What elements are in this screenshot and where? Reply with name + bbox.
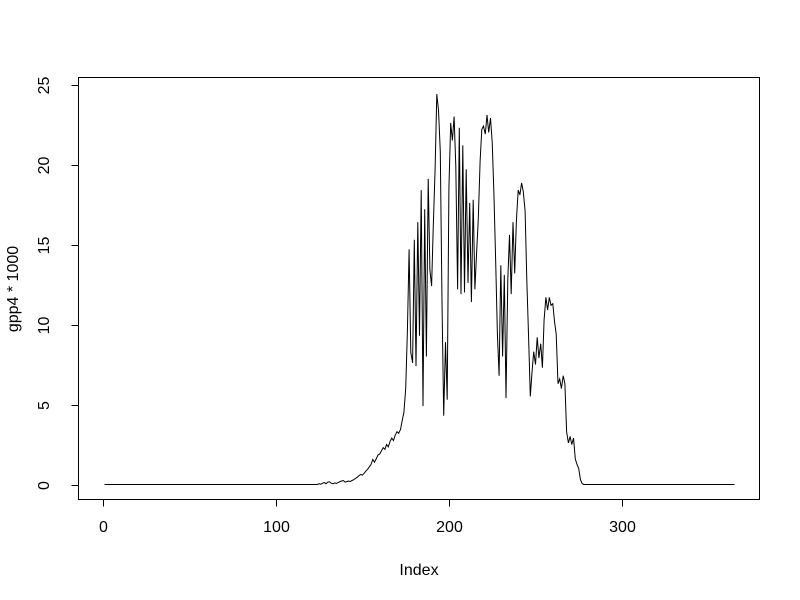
y-tick-label: 25 — [36, 77, 53, 95]
data-line — [104, 94, 735, 485]
x-axis-title: Index — [399, 562, 438, 579]
x-tick-label: 200 — [436, 519, 463, 536]
x-tick-label: 100 — [263, 519, 290, 536]
plot-box — [78, 77, 760, 500]
x-axis-ticks: 0 100 200 300 — [99, 499, 636, 536]
x-tick-label: 0 — [99, 519, 108, 536]
y-axis-title: gpp4 * 1000 — [5, 246, 22, 332]
x-tick-label: 300 — [609, 519, 636, 536]
y-tick-label: 10 — [36, 317, 53, 335]
y-tick-label: 5 — [36, 401, 53, 410]
y-tick-label: 15 — [36, 237, 53, 255]
y-tick-label: 0 — [36, 481, 53, 490]
y-tick-label: 20 — [36, 157, 53, 175]
y-axis-ticks: 0 5 10 15 20 25 — [36, 77, 79, 490]
